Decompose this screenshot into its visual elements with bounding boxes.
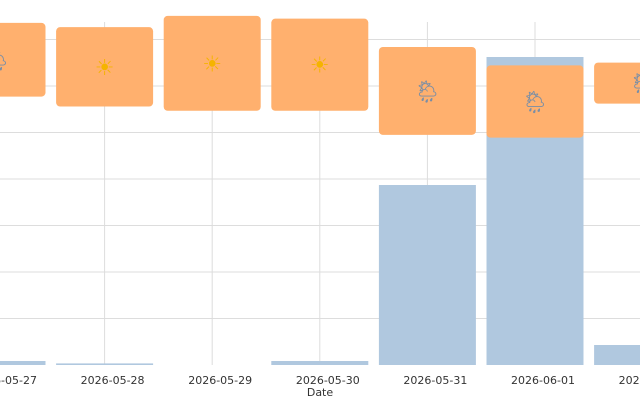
x-tick-label: 2026-05-27 [0, 374, 37, 387]
precipitation-bar-2026-05-30 [271, 361, 369, 365]
x-tick-label: 2026-05-30 [296, 374, 360, 387]
temperature-box-2026-06-01 [486, 65, 584, 138]
precipitation-bar-2026-05-28 [56, 363, 154, 365]
temperature-box-2026-06-02 [594, 62, 640, 104]
temperature-box-2026-05-28 [56, 27, 154, 107]
temperature-box-2026-05-31 [378, 47, 476, 135]
x-tick-label: 2026-05-28 [81, 374, 145, 387]
x-axis-label: Date [307, 386, 334, 399]
x-tick-labels: 2026-05-27 2026-05-28 2026-05-29 2026-05-30… [0, 374, 640, 387]
temperature-boxes [0, 15, 640, 138]
sun-behind-rain-cloud-icon: 🌦 [629, 72, 640, 97]
precipitation-bar-2026-05-31 [378, 185, 476, 365]
temperature-box-2026-05-27 [0, 22, 46, 97]
precipitation-bar-2026-06-02 [594, 345, 640, 365]
x-tick-label: 2026-05-29 [188, 374, 252, 387]
sun-icon: ☀ [202, 52, 222, 77]
sun-behind-rain-cloud-icon: 🌦 [413, 80, 441, 105]
sun-behind-rain-cloud-icon: 🌦 [521, 91, 549, 116]
weather-icons: 🌦 ☀ ☀ ☀ 🌦 🌦 🌦 [0, 49, 640, 116]
temperature-box-2026-05-29 [163, 15, 261, 111]
sun-behind-rain-cloud-icon: 🌦 [0, 49, 11, 74]
temperature-box-2026-05-30 [271, 18, 369, 111]
x-tick-label: 2026-06-02 [619, 374, 640, 387]
x-tick-label: 2026-05-31 [403, 374, 467, 387]
precipitation-bar-2026-05-27 [0, 361, 46, 365]
sun-icon: ☀ [95, 56, 115, 81]
sun-icon: ☀ [310, 54, 330, 79]
x-tick-label: 2026-06-01 [511, 374, 575, 387]
